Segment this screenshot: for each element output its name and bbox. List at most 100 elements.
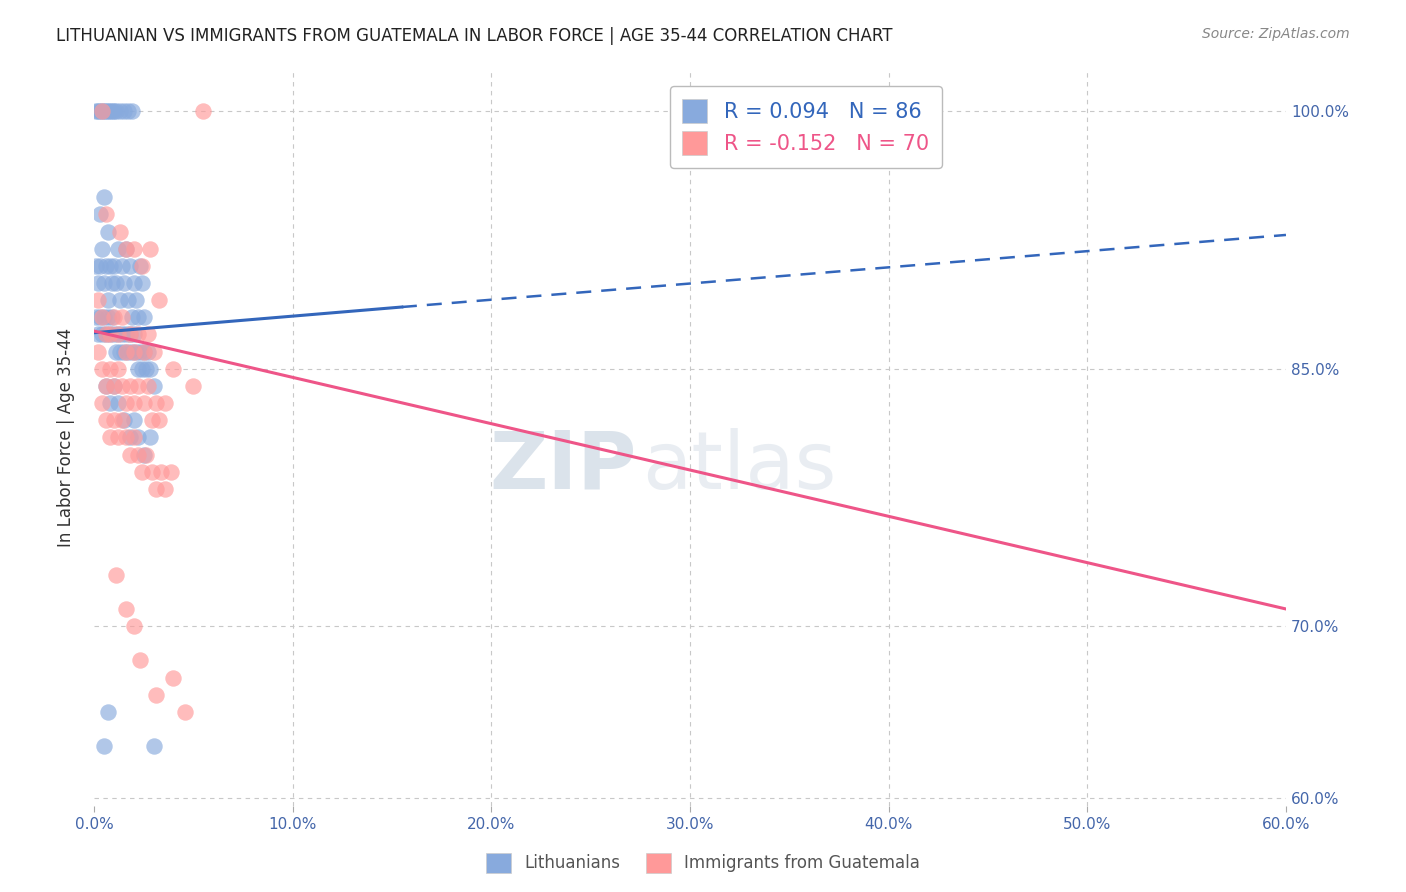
Legend: R = 0.094   N = 86, R = -0.152   N = 70: R = 0.094 N = 86, R = -0.152 N = 70 [671,87,942,168]
Point [108,344,131,359]
Point [136,327,159,342]
Point [122,430,145,444]
Point [122,619,145,633]
Point [97,705,120,719]
Point [90,104,112,119]
Point [93,190,115,204]
Point [160,465,183,479]
Point [155,396,177,410]
Point [104,567,127,582]
Point [132,344,155,359]
Point [114,327,136,342]
Point [104,276,127,290]
Point [84,104,107,119]
Point [97,225,120,239]
Point [138,242,160,256]
Point [131,361,153,376]
Point [87,344,110,359]
Point [94,104,117,119]
Point [122,242,145,256]
Point [111,310,134,325]
Point [97,293,120,307]
Point [122,413,145,427]
Point [101,310,124,325]
Point [117,104,139,119]
Point [84,310,107,325]
Point [101,104,124,119]
Point [128,653,150,667]
Point [150,465,173,479]
Point [114,242,136,256]
Point [104,344,127,359]
Point [108,293,131,307]
Point [142,344,165,359]
Point [127,361,149,376]
Point [145,688,167,702]
Point [89,259,111,273]
Point [94,379,117,393]
Point [118,379,141,393]
Point [156,842,179,856]
Point [111,379,134,393]
Point [127,379,149,393]
Point [118,327,141,342]
Point [132,448,155,462]
Point [94,379,117,393]
Point [103,379,125,393]
Point [89,104,111,119]
Point [128,344,150,359]
Point [112,413,135,427]
Point [103,259,125,273]
Point [112,276,135,290]
Point [118,327,141,342]
Point [124,344,146,359]
Point [138,430,160,444]
Point [112,104,135,119]
Point [87,293,110,307]
Point [148,413,170,427]
Point [124,293,146,307]
Text: Source: ZipAtlas.com: Source: ZipAtlas.com [1202,27,1350,41]
Point [114,242,136,256]
Point [162,859,184,873]
Point [135,448,157,462]
Point [132,344,155,359]
Point [90,104,112,119]
Point [89,207,111,221]
Point [90,310,112,325]
Point [104,104,127,119]
Point [131,259,153,273]
Point [87,276,110,290]
Point [117,344,139,359]
Point [127,310,149,325]
Point [174,705,197,719]
Point [93,739,115,754]
Point [107,361,129,376]
Point [107,327,129,342]
Point [127,448,149,462]
Point [90,361,112,376]
Point [142,739,165,754]
Legend: Lithuanians, Immigrants from Guatemala: Lithuanians, Immigrants from Guatemala [479,847,927,880]
Point [111,327,134,342]
Point [127,430,149,444]
Y-axis label: In Labor Force | Age 35-44: In Labor Force | Age 35-44 [58,328,75,547]
Point [136,379,159,393]
Point [132,396,155,410]
Point [87,104,110,119]
Point [103,310,125,325]
Point [98,430,121,444]
Point [98,361,121,376]
Point [127,327,149,342]
Point [90,327,112,342]
Point [114,602,136,616]
Point [103,104,125,119]
Point [141,465,163,479]
Point [93,310,115,325]
Point [114,396,136,410]
Text: atlas: atlas [643,428,837,506]
Point [98,396,121,410]
Point [93,276,115,290]
Point [103,413,125,427]
Point [98,259,121,273]
